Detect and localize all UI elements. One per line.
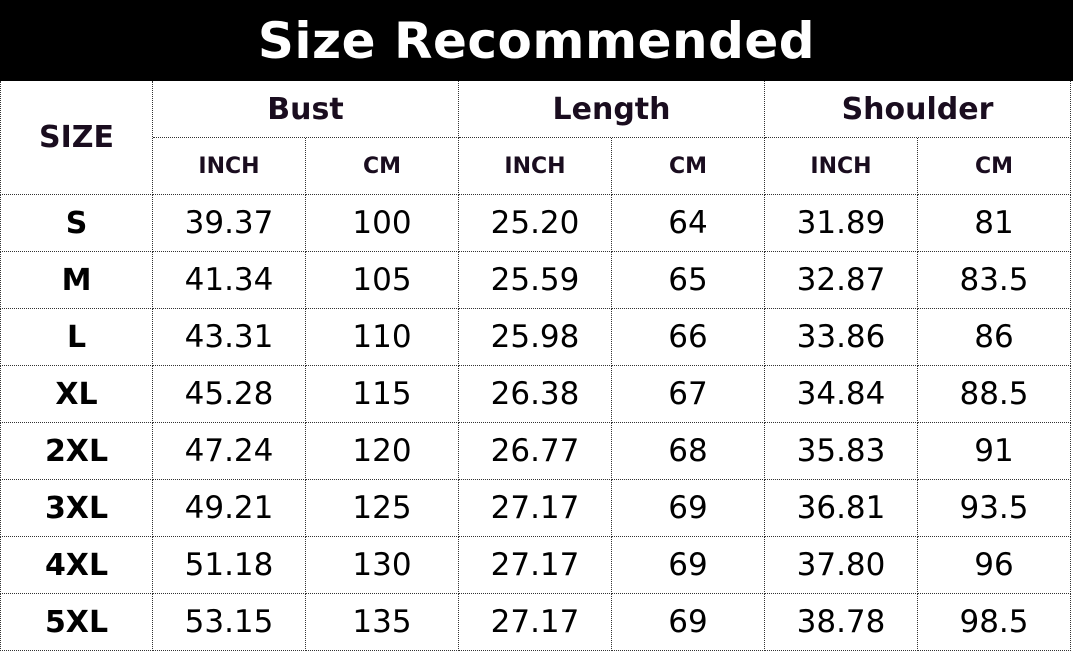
table-cell: 31.89 xyxy=(765,195,918,252)
table-cell: 88.5 xyxy=(918,366,1071,423)
size-column-header: SIZE xyxy=(0,81,153,195)
table-cell: 130 xyxy=(306,537,459,594)
table-cell: 68 xyxy=(612,423,765,480)
size-label: 2XL xyxy=(0,423,153,480)
size-label: 3XL xyxy=(0,480,153,537)
table-cell: 41.34 xyxy=(153,252,306,309)
table-cell: 69 xyxy=(612,480,765,537)
table-cell: 49.21 xyxy=(153,480,306,537)
table-cell: 98.5 xyxy=(918,594,1071,651)
table-cell: 39.37 xyxy=(153,195,306,252)
size-label: L xyxy=(0,309,153,366)
group-header-shoulder: Shoulder xyxy=(765,81,1071,138)
table-cell: 120 xyxy=(306,423,459,480)
table-cell: 67 xyxy=(612,366,765,423)
unit-header: INCH xyxy=(765,138,918,195)
table-cell: 26.38 xyxy=(459,366,612,423)
table-cell: 36.81 xyxy=(765,480,918,537)
table-cell: 66 xyxy=(612,309,765,366)
table-cell: 91 xyxy=(918,423,1071,480)
table-cell: 69 xyxy=(612,537,765,594)
table-cell: 110 xyxy=(306,309,459,366)
table-cell: 81 xyxy=(918,195,1071,252)
table-cell: 35.83 xyxy=(765,423,918,480)
table-cell: 51.18 xyxy=(153,537,306,594)
table-cell: 34.84 xyxy=(765,366,918,423)
table-cell: 125 xyxy=(306,480,459,537)
unit-header: CM xyxy=(918,138,1071,195)
table-cell: 47.24 xyxy=(153,423,306,480)
table-cell: 43.31 xyxy=(153,309,306,366)
table-cell: 64 xyxy=(612,195,765,252)
table-cell: 32.87 xyxy=(765,252,918,309)
table-cell: 93.5 xyxy=(918,480,1071,537)
size-label: 5XL xyxy=(0,594,153,651)
table-cell: 25.98 xyxy=(459,309,612,366)
table-cell: 69 xyxy=(612,594,765,651)
size-table: SIZE Bust Length Shoulder INCH CM INCH C… xyxy=(0,81,1071,651)
table-cell: 115 xyxy=(306,366,459,423)
table-cell: 135 xyxy=(306,594,459,651)
size-label: 4XL xyxy=(0,537,153,594)
table-cell: 86 xyxy=(918,309,1071,366)
page-title: Size Recommended xyxy=(0,0,1073,81)
table-cell: 105 xyxy=(306,252,459,309)
unit-header: INCH xyxy=(459,138,612,195)
unit-header: CM xyxy=(612,138,765,195)
table-cell: 83.5 xyxy=(918,252,1071,309)
unit-header: INCH xyxy=(153,138,306,195)
table-cell: 27.17 xyxy=(459,594,612,651)
size-label: M xyxy=(0,252,153,309)
table-cell: 26.77 xyxy=(459,423,612,480)
table-cell: 96 xyxy=(918,537,1071,594)
table-cell: 25.59 xyxy=(459,252,612,309)
unit-header: CM xyxy=(306,138,459,195)
table-cell: 33.86 xyxy=(765,309,918,366)
table-cell: 65 xyxy=(612,252,765,309)
table-cell: 53.15 xyxy=(153,594,306,651)
table-cell: 45.28 xyxy=(153,366,306,423)
table-cell: 27.17 xyxy=(459,480,612,537)
table-cell: 38.78 xyxy=(765,594,918,651)
size-label: S xyxy=(0,195,153,252)
table-cell: 37.80 xyxy=(765,537,918,594)
group-header-bust: Bust xyxy=(153,81,459,138)
table-cell: 27.17 xyxy=(459,537,612,594)
group-header-length: Length xyxy=(459,81,765,138)
table-cell: 25.20 xyxy=(459,195,612,252)
size-label: XL xyxy=(0,366,153,423)
table-cell: 100 xyxy=(306,195,459,252)
